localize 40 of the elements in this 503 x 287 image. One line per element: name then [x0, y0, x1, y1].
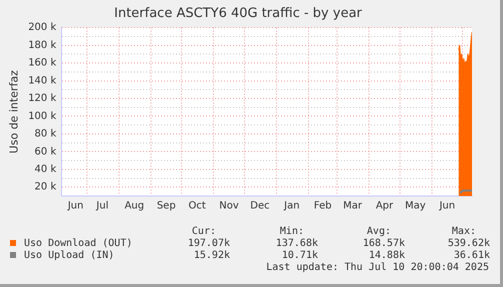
- x-tick-label: Nov: [219, 200, 239, 212]
- y-tick-label: 40 k: [34, 164, 56, 176]
- legend-label: Uso Upload (IN): [23, 250, 114, 261]
- y-tick-label: 160 k: [28, 58, 56, 69]
- text: Last update: Thu Jul 10 20:00:04 2025: [265, 262, 489, 274]
- y-tick-label: 140 k: [28, 75, 56, 86]
- x-tick-label: Aug: [124, 200, 144, 212]
- text: 197.07k: [186, 238, 230, 249]
- chart-title: Interface ASCTY6 40G traffic - by year: [114, 6, 363, 22]
- text: 36.61k: [452, 250, 490, 261]
- text: 168.57k: [362, 238, 405, 249]
- x-tick-label: Sep: [156, 200, 176, 212]
- y-tick-label: 100 k: [28, 110, 56, 122]
- x-tick-label: Feb: [314, 200, 332, 212]
- text: Max:: [450, 226, 476, 237]
- x-tick-label: May: [405, 200, 426, 212]
- text: 14.88k: [368, 250, 405, 261]
- x-tick-label: Jun: [66, 200, 84, 212]
- text: Avg:: [366, 226, 391, 237]
- y-tick-label: 200 k: [28, 22, 56, 34]
- text: 10.71k: [280, 250, 318, 261]
- x-tick-label: Jan: [283, 200, 300, 212]
- x-tick-label: Apr: [376, 200, 394, 212]
- y-tick-label: 60 k: [34, 146, 56, 158]
- y-tick-label: 180 k: [28, 40, 56, 51]
- x-tick-label: Mar: [343, 200, 363, 212]
- y-tick-label: 120 k: [28, 93, 56, 104]
- text: 15.92k: [192, 250, 230, 261]
- x-tick-label: Jun: [438, 200, 456, 212]
- legend-label: Uso Download (OUT): [23, 238, 132, 249]
- text: 137.68k: [274, 238, 318, 249]
- x-tick-label: Oct: [188, 200, 206, 212]
- text: Min:: [278, 226, 304, 237]
- x-tick-label: Dec: [250, 200, 270, 212]
- x-tick-label: Jul: [95, 200, 108, 212]
- text: 539.62k: [446, 238, 490, 249]
- text: Cur:: [190, 226, 216, 237]
- y-axis-title: Uso de interfaz: [7, 70, 20, 154]
- y-tick-label: 80 k: [34, 128, 56, 140]
- y-tick-label: 20 k: [34, 182, 56, 193]
